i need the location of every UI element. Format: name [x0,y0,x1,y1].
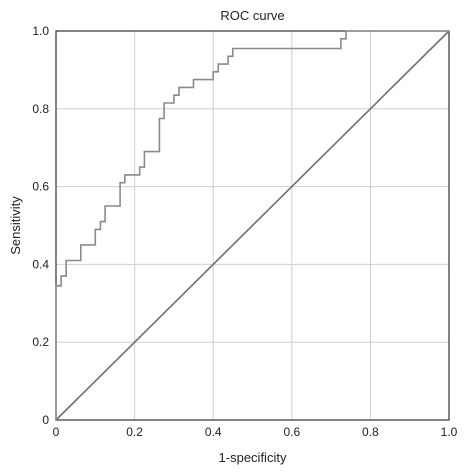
plot-frame [55,30,450,421]
y-tick-labels: 0 0.2 0.4 0.6 0.8 1.0 [32,24,49,427]
x-tick-label: 1.0 [441,425,458,439]
x-axis-label: 1-specificity [219,450,287,465]
y-axis-label: Sensitivity [8,196,23,255]
chart-title: ROC curve [220,8,284,23]
y-tick-label: 0.8 [32,102,49,116]
y-tick-label: 0.2 [32,335,49,349]
reference-diagonal-line [55,30,450,421]
y-tick-label: 0 [42,413,49,427]
x-tick-label: 0 [53,425,60,439]
roc-curve-line [55,30,449,420]
x-tick-labels: 0 0.2 0.4 0.6 0.8 1.0 [53,425,458,439]
x-tick-label: 0.6 [283,425,300,439]
y-tick-label: 0.6 [32,180,49,194]
x-tick-label: 0.2 [126,425,143,439]
x-tick-label: 0.4 [205,425,222,439]
y-tick-label: 1.0 [32,24,49,38]
x-tick-label: 0.8 [362,425,379,439]
y-tick-label: 0.4 [32,257,49,271]
